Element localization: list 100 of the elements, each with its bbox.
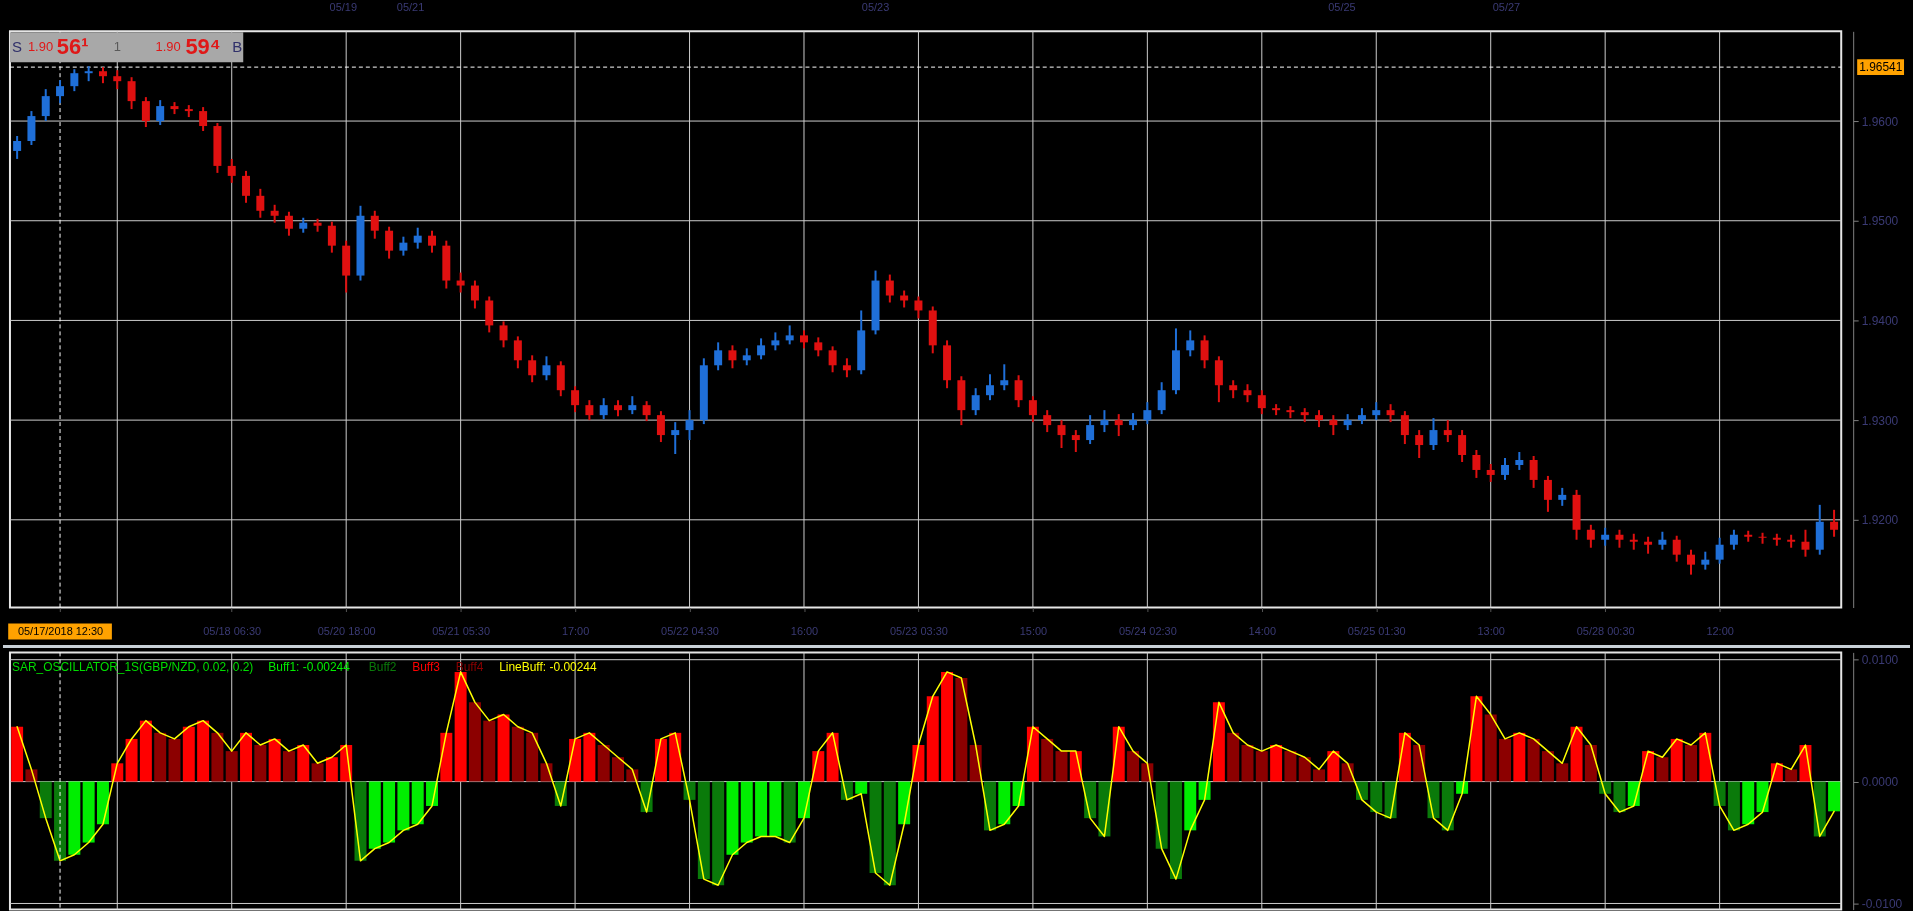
bar — [168, 738, 181, 782]
bar — [268, 738, 281, 782]
bar — [325, 757, 338, 782]
bar — [1327, 751, 1340, 782]
x-tick-label: 05/21 05:30 — [432, 624, 491, 637]
bar — [125, 738, 138, 782]
candlestick — [127, 76, 136, 111]
bar — [1284, 751, 1297, 782]
ref-line-label: 1.96541 — [1859, 60, 1903, 75]
candlestick — [1672, 534, 1681, 563]
bar — [740, 781, 753, 843]
x-tick-label: 05/22 04:30 — [661, 624, 719, 637]
bar — [225, 751, 238, 782]
candlestick — [1200, 334, 1209, 370]
candlestick — [1830, 508, 1839, 538]
bar — [139, 720, 152, 782]
candlestick — [728, 344, 737, 370]
bar — [1155, 781, 1168, 849]
candlestick — [814, 336, 823, 358]
y-tick-label: 1.9200 — [1861, 513, 1899, 528]
candlestick — [1043, 409, 1052, 434]
candlestick — [1458, 429, 1467, 463]
candlestick — [1000, 363, 1009, 392]
bar — [669, 732, 682, 782]
bar — [941, 671, 954, 782]
candlestick — [113, 69, 122, 91]
bar — [82, 781, 95, 843]
candlestick — [671, 421, 680, 456]
annotation: 1 — [113, 39, 121, 55]
bar — [1828, 781, 1841, 812]
candlestick — [1086, 414, 1095, 446]
bar — [511, 726, 524, 782]
candlestick — [1801, 528, 1810, 558]
candlestick — [70, 68, 79, 93]
candlestick — [1400, 410, 1409, 446]
bar — [1785, 769, 1798, 782]
bar — [1656, 757, 1669, 782]
candlestick — [199, 106, 208, 133]
bar — [211, 732, 224, 782]
annotation: S — [11, 38, 22, 56]
candlestick — [656, 410, 665, 444]
x-tick-label: 05/17/2018 12:30 — [17, 624, 104, 637]
candlestick — [327, 220, 336, 254]
bar — [1270, 745, 1283, 782]
bar — [240, 732, 253, 782]
bar — [1298, 757, 1311, 782]
x-tick-label: 05/25 01:30 — [1347, 624, 1406, 637]
annotation: 59⁴ — [185, 34, 221, 60]
bar — [1041, 738, 1054, 782]
bar — [755, 781, 768, 837]
bar — [1127, 751, 1140, 782]
bar — [1670, 738, 1683, 782]
candlestick — [1472, 449, 1481, 479]
bar — [1699, 732, 1712, 782]
candlestick — [599, 397, 608, 421]
x-tick-label: 14:00 — [1248, 624, 1277, 637]
candlestick — [1257, 389, 1266, 416]
candlestick — [1501, 457, 1510, 481]
x-tick-label: 05/24 02:30 — [1118, 624, 1177, 637]
bar — [1513, 732, 1526, 782]
candlestick — [1586, 523, 1595, 549]
bar — [869, 781, 882, 874]
candlestick — [528, 354, 537, 384]
text: 05/19 — [329, 1, 358, 14]
candlestick — [971, 387, 980, 417]
bar — [1541, 751, 1554, 782]
bar — [311, 763, 324, 782]
annotation: 56¹ — [56, 34, 89, 60]
y-tick-label: 0.0000 — [1861, 775, 1899, 790]
candlestick — [1529, 455, 1538, 489]
candlestick — [1100, 409, 1109, 434]
candlestick — [227, 157, 236, 184]
bar — [1026, 726, 1039, 782]
candlestick — [571, 385, 580, 414]
candlestick — [985, 373, 994, 402]
bar — [883, 781, 896, 886]
candlestick — [842, 357, 851, 379]
bar — [282, 751, 295, 782]
bar — [411, 781, 424, 825]
candlestick — [1157, 381, 1166, 416]
candlestick — [1758, 531, 1767, 545]
bar — [11, 726, 24, 782]
y-tick-label: 1.9600 — [1861, 114, 1899, 129]
candlestick — [370, 209, 379, 240]
text: LineBuff: -0.00244 — [499, 660, 597, 675]
bar — [1227, 732, 1240, 782]
bar — [612, 757, 624, 782]
candlestick — [1543, 474, 1552, 513]
candlestick — [385, 225, 394, 260]
candlestick — [1415, 429, 1424, 459]
bar — [955, 677, 968, 782]
bar — [397, 781, 410, 831]
bar — [526, 732, 539, 782]
candlestick — [1715, 536, 1724, 565]
bar — [96, 781, 109, 825]
bar — [1313, 769, 1326, 782]
candlestick — [1329, 414, 1338, 437]
bar — [182, 726, 195, 782]
candlestick — [828, 345, 837, 374]
bar — [1184, 781, 1197, 831]
